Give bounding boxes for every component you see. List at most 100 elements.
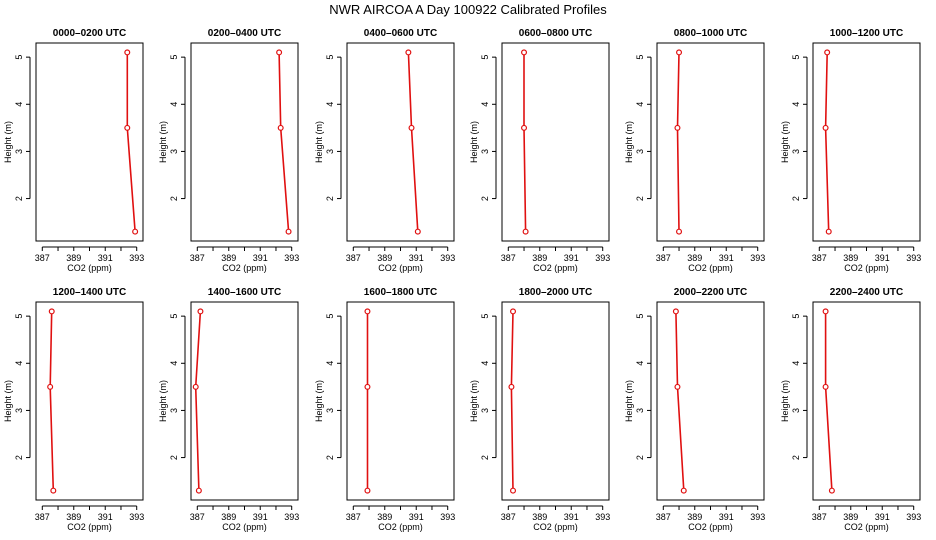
data-point xyxy=(824,49,831,56)
data-point xyxy=(672,308,679,315)
x-axis: 387 389 391 393 CO2 (ppm) xyxy=(35,246,144,273)
x-tick-label: 393 xyxy=(906,253,921,263)
profile-line xyxy=(675,311,685,491)
x-tick-label: 387 xyxy=(501,253,516,263)
data-point xyxy=(48,308,55,315)
y-tick-label: 4 xyxy=(325,102,335,107)
x-tick-label: 393 xyxy=(750,512,765,522)
data-point xyxy=(521,49,528,56)
data-point xyxy=(521,124,528,131)
plot-frame xyxy=(190,42,299,242)
x-axis-label: CO2 (ppm) xyxy=(844,522,889,532)
y-tick-label: 4 xyxy=(635,361,645,366)
x-tick-label: 393 xyxy=(284,253,299,263)
panel-12: 2200–2400 UTC 387 389 391 393 CO2 (ppm) 2 3 4 5 He… xyxy=(780,287,921,532)
y-tick-label: 2 xyxy=(635,455,645,460)
y-tick-label: 5 xyxy=(635,314,645,319)
x-tick-label: 387 xyxy=(812,253,827,263)
panel-title: 2000–2200 UTC xyxy=(674,287,747,298)
data-point xyxy=(124,124,131,131)
x-tick-label: 391 xyxy=(253,253,268,263)
y-tick-label: 2 xyxy=(480,455,490,460)
x-axis-label: CO2 (ppm) xyxy=(67,263,112,273)
y-axis-label: Height (m) xyxy=(3,121,13,163)
y-tick-label: 2 xyxy=(169,196,179,201)
x-tick-label: 393 xyxy=(595,512,610,522)
y-tick-label: 2 xyxy=(325,196,335,201)
x-axis: 387 389 391 393 CO2 (ppm) xyxy=(346,246,455,273)
x-tick-label: 389 xyxy=(532,253,547,263)
y-axis: 2 3 4 5 Height (m) xyxy=(3,55,31,201)
y-tick-label: 5 xyxy=(480,55,490,60)
panel-2: 0200–0400 UTC 387 389 391 393 CO2 (ppm) 2 3 4 5 He… xyxy=(158,28,299,273)
x-tick-label: 387 xyxy=(190,512,205,522)
profile-line xyxy=(510,311,514,491)
x-tick-label: 393 xyxy=(284,512,299,522)
x-axis-label: CO2 (ppm) xyxy=(533,522,578,532)
data-point xyxy=(674,124,681,131)
y-axis-label: Height (m) xyxy=(780,121,790,163)
x-tick-label: 389 xyxy=(377,253,392,263)
y-tick-label: 4 xyxy=(791,361,801,366)
data-point xyxy=(510,308,517,315)
data-point xyxy=(674,383,681,390)
y-axis: 2 3 4 5 Height (m) xyxy=(469,314,497,460)
x-tick-label: 391 xyxy=(875,253,890,263)
x-axis: 387 389 391 393 CO2 (ppm) xyxy=(812,505,921,532)
profile-line xyxy=(676,52,680,232)
y-tick-label: 3 xyxy=(325,149,335,154)
x-tick-label: 389 xyxy=(687,512,702,522)
x-axis-label: CO2 (ppm) xyxy=(378,263,423,273)
x-tick-label: 387 xyxy=(812,512,827,522)
x-tick-label: 387 xyxy=(346,512,361,522)
x-tick-label: 389 xyxy=(221,512,236,522)
x-axis: 387 389 391 393 CO2 (ppm) xyxy=(190,505,299,532)
data-point xyxy=(522,228,529,235)
y-tick-label: 4 xyxy=(325,361,335,366)
data-point xyxy=(822,124,829,131)
y-axis: 2 3 4 5 Height (m) xyxy=(158,55,186,201)
y-axis: 2 3 4 5 Height (m) xyxy=(314,314,342,460)
y-tick-label: 5 xyxy=(14,314,24,319)
panel-5: 0800–1000 UTC 387 389 391 393 CO2 (ppm) 2 3 4 5 He… xyxy=(624,28,765,273)
y-tick-label: 4 xyxy=(791,102,801,107)
y-tick-label: 5 xyxy=(480,314,490,319)
y-tick-label: 3 xyxy=(480,408,490,413)
x-tick-label: 389 xyxy=(66,512,81,522)
data-point xyxy=(277,124,284,131)
y-axis-label: Height (m) xyxy=(624,380,634,422)
panel-4: 0600–0800 UTC 387 389 391 393 CO2 (ppm) 2 3 4 5 He… xyxy=(469,28,610,273)
y-tick-label: 5 xyxy=(325,314,335,319)
y-axis-label: Height (m) xyxy=(314,380,324,422)
data-point xyxy=(680,487,687,494)
data-point xyxy=(197,308,204,315)
y-tick-label: 3 xyxy=(169,149,179,154)
x-tick-label: 387 xyxy=(656,253,671,263)
x-axis: 387 389 391 393 CO2 (ppm) xyxy=(656,505,765,532)
y-tick-label: 3 xyxy=(791,408,801,413)
plot-frame xyxy=(501,301,610,501)
x-axis: 387 389 391 393 CO2 (ppm) xyxy=(35,505,144,532)
y-axis: 2 3 4 5 Height (m) xyxy=(780,314,808,460)
y-tick-label: 5 xyxy=(325,55,335,60)
y-axis-label: Height (m) xyxy=(624,121,634,163)
x-axis-label: CO2 (ppm) xyxy=(688,522,733,532)
plot-frame xyxy=(812,301,921,501)
panel-title: 1600–1800 UTC xyxy=(364,287,437,298)
panel-title: 0200–0400 UTC xyxy=(208,28,281,39)
x-tick-label: 393 xyxy=(440,253,455,263)
x-axis-label: CO2 (ppm) xyxy=(222,522,267,532)
x-tick-label: 391 xyxy=(253,512,268,522)
y-tick-label: 2 xyxy=(791,196,801,201)
y-tick-label: 3 xyxy=(14,408,24,413)
x-tick-label: 391 xyxy=(98,253,113,263)
data-point xyxy=(364,308,371,315)
y-tick-label: 4 xyxy=(480,361,490,366)
y-tick-label: 5 xyxy=(635,55,645,60)
y-tick-label: 5 xyxy=(791,55,801,60)
x-tick-label: 389 xyxy=(843,512,858,522)
panel-title: 0400–0600 UTC xyxy=(364,28,437,39)
y-axis: 2 3 4 5 Height (m) xyxy=(469,55,497,201)
y-axis: 2 3 4 5 Height (m) xyxy=(314,55,342,201)
data-point xyxy=(414,228,421,235)
